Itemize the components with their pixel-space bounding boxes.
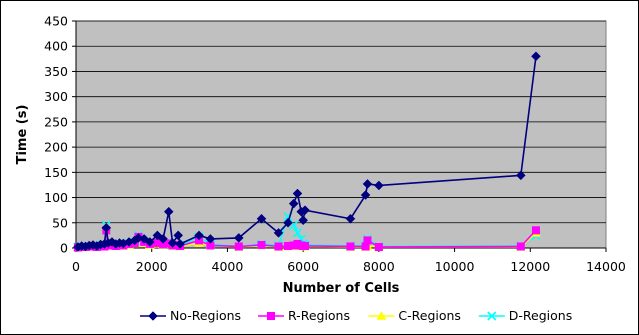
data-point-no-regions bbox=[144, 237, 155, 247]
data-point-r-regions bbox=[274, 242, 283, 251]
data-point-no-regions bbox=[167, 238, 178, 248]
x-tick-label: 8000 bbox=[363, 259, 395, 274]
x-tick-label: 12000 bbox=[510, 259, 550, 274]
data-point-no-regions bbox=[205, 234, 216, 244]
data-point-no-regions bbox=[300, 205, 310, 216]
grid-lines bbox=[76, 20, 606, 224]
series-no-regions bbox=[73, 51, 541, 252]
data-point-r-regions bbox=[531, 226, 540, 235]
x-tick-label: 2000 bbox=[136, 259, 168, 274]
data-point-d-regions bbox=[292, 228, 303, 238]
legend-marker-d-regions bbox=[487, 311, 497, 321]
data-point-r-regions bbox=[516, 242, 525, 251]
y-tick-label: 300 bbox=[44, 89, 68, 104]
y-tick-label: 450 bbox=[44, 14, 68, 29]
data-point-r-regions bbox=[374, 242, 383, 251]
x-axis-title: Number of Cells bbox=[283, 281, 400, 296]
data-point-no-regions bbox=[360, 190, 371, 200]
data-point-no-regions bbox=[298, 215, 308, 226]
data-point-no-regions bbox=[345, 213, 356, 224]
data-point-no-regions bbox=[531, 51, 541, 62]
data-point-no-regions bbox=[362, 179, 373, 189]
data-point-no-regions bbox=[173, 230, 184, 241]
legend-label: R-Regions bbox=[288, 308, 350, 323]
legend-label: C-Regions bbox=[398, 308, 461, 323]
y-tick-label: 0 bbox=[60, 241, 68, 256]
series-group bbox=[72, 51, 541, 252]
legend-marker-r-regions bbox=[267, 312, 275, 320]
y-tick-label: 150 bbox=[44, 165, 68, 180]
data-point-r-regions bbox=[234, 242, 243, 251]
data-point-no-regions bbox=[273, 228, 284, 238]
data-point-no-regions bbox=[288, 198, 299, 209]
y-tick-label: 200 bbox=[44, 140, 68, 155]
x-tick-label: 6000 bbox=[287, 259, 319, 274]
data-point-r-regions bbox=[257, 240, 266, 249]
data-point-no-regions bbox=[101, 222, 112, 233]
y-tick-label: 400 bbox=[44, 39, 68, 54]
legend-item-r-regions: R-Regions bbox=[258, 308, 350, 323]
legend-item-d-regions: D-Regions bbox=[478, 308, 572, 323]
legend-marker-c-regions bbox=[376, 310, 387, 320]
data-point-no-regions bbox=[158, 234, 168, 244]
data-point-no-regions bbox=[175, 239, 185, 249]
data-point-r-regions bbox=[346, 242, 355, 251]
legend-item-c-regions: C-Regions bbox=[368, 308, 461, 323]
y-tick-label: 50 bbox=[52, 215, 68, 230]
y-tick-label: 100 bbox=[44, 190, 68, 205]
data-point-no-regions bbox=[163, 206, 174, 217]
data-point-no-regions bbox=[515, 170, 526, 181]
x-tick-label: 14000 bbox=[586, 259, 626, 274]
data-point-no-regions bbox=[292, 188, 303, 199]
y-tick-label: 350 bbox=[44, 64, 68, 79]
x-tick-label: 0 bbox=[72, 259, 80, 274]
data-point-r-regions bbox=[363, 236, 372, 245]
legend-marker-no-regions bbox=[148, 311, 158, 321]
y-axis-title: Time (s) bbox=[15, 105, 30, 165]
data-point-no-regions bbox=[233, 233, 244, 243]
data-point-no-regions bbox=[374, 180, 384, 191]
legend-item-no-regions: No-Regions bbox=[140, 308, 241, 323]
legend: No-Regions R-Regions C-Regions D-Regions bbox=[140, 308, 572, 323]
legend-label: D-Regions bbox=[509, 308, 572, 323]
x-tick-label: 10000 bbox=[435, 259, 475, 274]
data-point-no-regions bbox=[194, 230, 204, 241]
x-tick-label: 4000 bbox=[212, 259, 244, 274]
data-point-no-regions bbox=[256, 213, 267, 224]
legend-label: No-Regions bbox=[170, 308, 241, 323]
data-point-r-regions bbox=[301, 241, 310, 250]
y-tick-label: 250 bbox=[44, 114, 68, 129]
plot-area bbox=[75, 20, 607, 249]
data-point-no-regions bbox=[283, 217, 293, 228]
